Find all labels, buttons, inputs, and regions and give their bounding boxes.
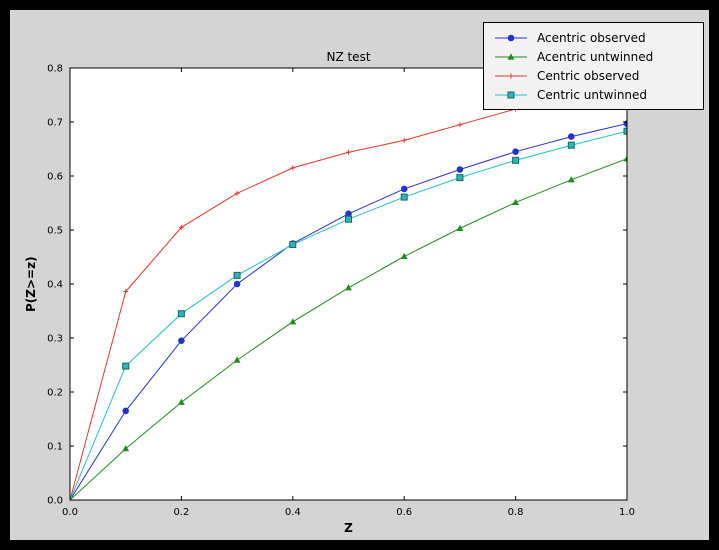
series-marker-triangle: [507, 52, 515, 60]
y-tick-label: 0.1: [47, 442, 63, 453]
series-marker-triangle: [345, 284, 352, 291]
legend: Acentric observed Acentric untwinned Centr…: [483, 22, 704, 110]
legend-entry-acentric-observed: Acentric observed: [494, 28, 693, 47]
series-marker-triangle: [178, 398, 185, 405]
x-tick-label: 1.0: [619, 507, 635, 518]
series-marker-circle: [568, 133, 575, 140]
plot-svg: 0.0 0.2 0.4 0.6 0.8 1.0 0.0 0.1 0.2 0.3 0.4 0.5 0.6 0…: [47, 64, 635, 519]
y-tick-label: 0.5: [47, 226, 63, 237]
plot-area: [70, 68, 627, 500]
x-axis-label: Z: [344, 521, 353, 535]
legend-sample: [495, 34, 527, 41]
series-marker-triangle: [289, 318, 297, 325]
series-marker-triangle: [233, 356, 241, 363]
series-marker-square: [507, 91, 515, 98]
y-axis-label: P(Z>=z): [24, 256, 38, 312]
y-tick-label: 0.2: [47, 388, 63, 399]
series-marker-square: [345, 215, 352, 223]
series-marker-triangle: [623, 155, 627, 162]
series-marker-square: [400, 193, 408, 201]
series-marker-circle: [233, 280, 241, 288]
series-marker-square: [623, 127, 627, 135]
legend-label: Centric observed: [537, 68, 640, 83]
series-marker-square: [567, 141, 575, 149]
series-marker-triangle: [400, 252, 408, 260]
series-marker-square: [289, 241, 297, 249]
x-tick-label: 0.4: [285, 507, 301, 518]
series-marker-circle: [122, 407, 129, 415]
series-marker-square: [122, 362, 130, 370]
legend-sample: [495, 73, 527, 78]
series-marker-circle: [178, 337, 185, 345]
series-marker-circle: [400, 185, 408, 193]
x-tick-label: 0.8: [508, 507, 524, 518]
y-tick-label: 0.8: [47, 64, 63, 75]
series-marker-square: [233, 271, 241, 279]
series-marker-triangle: [122, 445, 130, 452]
y-tick-label: 0.7: [47, 118, 63, 129]
figure: 0.0 0.2 0.4 0.6 0.8 1.0 0.0 0.1 0.2 0.3 0.4 0.5 0.6 0…: [10, 10, 709, 540]
legend-sample: [495, 52, 527, 60]
y-tick-label: 0.6: [47, 172, 63, 183]
series-marker-triangle: [456, 224, 464, 231]
legend-entry-centric-untwinned: Centric untwinned: [494, 85, 693, 104]
series-marker-circle: [512, 148, 519, 155]
legend-label: Acentric untwinned: [537, 49, 654, 64]
y-tick-label: 0.4: [47, 280, 63, 291]
y-tick-label: 0.3: [47, 334, 63, 345]
legend-label: Centric untwinned: [537, 87, 648, 102]
legend-sample: [495, 91, 527, 98]
x-tick-label: 0.2: [173, 507, 189, 518]
series-centric-untwinned: [70, 127, 627, 500]
x-tick-label: 0.6: [396, 507, 412, 518]
series-marker-square: [456, 174, 464, 182]
legend-label: Acentric observed: [537, 30, 646, 45]
series-acentric-untwinned: [70, 155, 627, 500]
series-marker-triangle: [567, 176, 575, 183]
x-tick-label: 0.0: [62, 507, 78, 518]
series-marker-circle: [507, 34, 515, 41]
series-marker-square: [512, 156, 520, 164]
y-tick-label: 0.0: [47, 496, 63, 507]
series-marker-square: [177, 310, 185, 318]
series-marker-circle: [456, 166, 464, 173]
legend-entry-acentric-untwinned: Acentric untwinned: [494, 47, 693, 66]
legend-entry-centric-observed: Centric observed: [494, 66, 693, 85]
chart-title: NZ test: [326, 50, 371, 64]
series-marker-triangle: [512, 198, 519, 206]
